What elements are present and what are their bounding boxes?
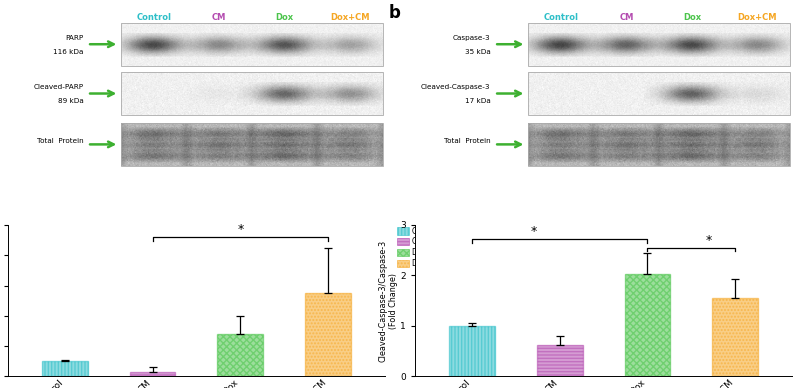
Bar xyxy=(130,372,175,376)
Bar xyxy=(712,298,758,376)
Text: Dox+CM: Dox+CM xyxy=(330,13,370,22)
Text: *: * xyxy=(706,234,712,247)
Text: *: * xyxy=(237,223,243,236)
Text: Dox+CM: Dox+CM xyxy=(738,13,777,22)
Text: b: b xyxy=(389,4,401,22)
Bar xyxy=(528,23,790,66)
Text: Control: Control xyxy=(136,13,171,22)
Bar xyxy=(450,326,495,376)
Bar xyxy=(537,345,582,376)
Text: Total  Protein: Total Protein xyxy=(37,138,83,144)
Text: Control: Control xyxy=(543,13,578,22)
Bar xyxy=(121,23,383,66)
Bar xyxy=(305,293,350,376)
Bar xyxy=(121,123,383,166)
Text: Dox: Dox xyxy=(683,13,701,22)
Bar xyxy=(625,274,670,376)
Text: Caspase-3: Caspase-3 xyxy=(453,35,490,41)
Text: Cleaved-Caspase-3: Cleaved-Caspase-3 xyxy=(421,84,490,90)
Text: Total  Protein: Total Protein xyxy=(444,138,490,144)
Text: 35 kDa: 35 kDa xyxy=(465,49,490,55)
Text: 116 kDa: 116 kDa xyxy=(53,49,83,55)
Bar xyxy=(528,72,790,115)
Text: Cleaved-PARP: Cleaved-PARP xyxy=(34,84,83,90)
Text: 17 kDa: 17 kDa xyxy=(465,99,490,104)
Text: Dox: Dox xyxy=(276,13,294,22)
Bar xyxy=(42,361,88,376)
Bar xyxy=(121,72,383,115)
Bar xyxy=(528,123,790,166)
Bar xyxy=(218,334,263,376)
Text: *: * xyxy=(530,225,537,238)
Legend: Control, CM, Dox, Dox+CM: Control, CM, Dox, Dox+CM xyxy=(396,226,446,269)
Text: CM: CM xyxy=(212,13,226,22)
Text: PARP: PARP xyxy=(65,35,83,41)
Text: CM: CM xyxy=(619,13,634,22)
Text: 89 kDa: 89 kDa xyxy=(58,99,83,104)
Y-axis label: Cleaved-Caspase-3/Caspase-3
(Fold Change): Cleaved-Caspase-3/Caspase-3 (Fold Change… xyxy=(378,240,398,362)
